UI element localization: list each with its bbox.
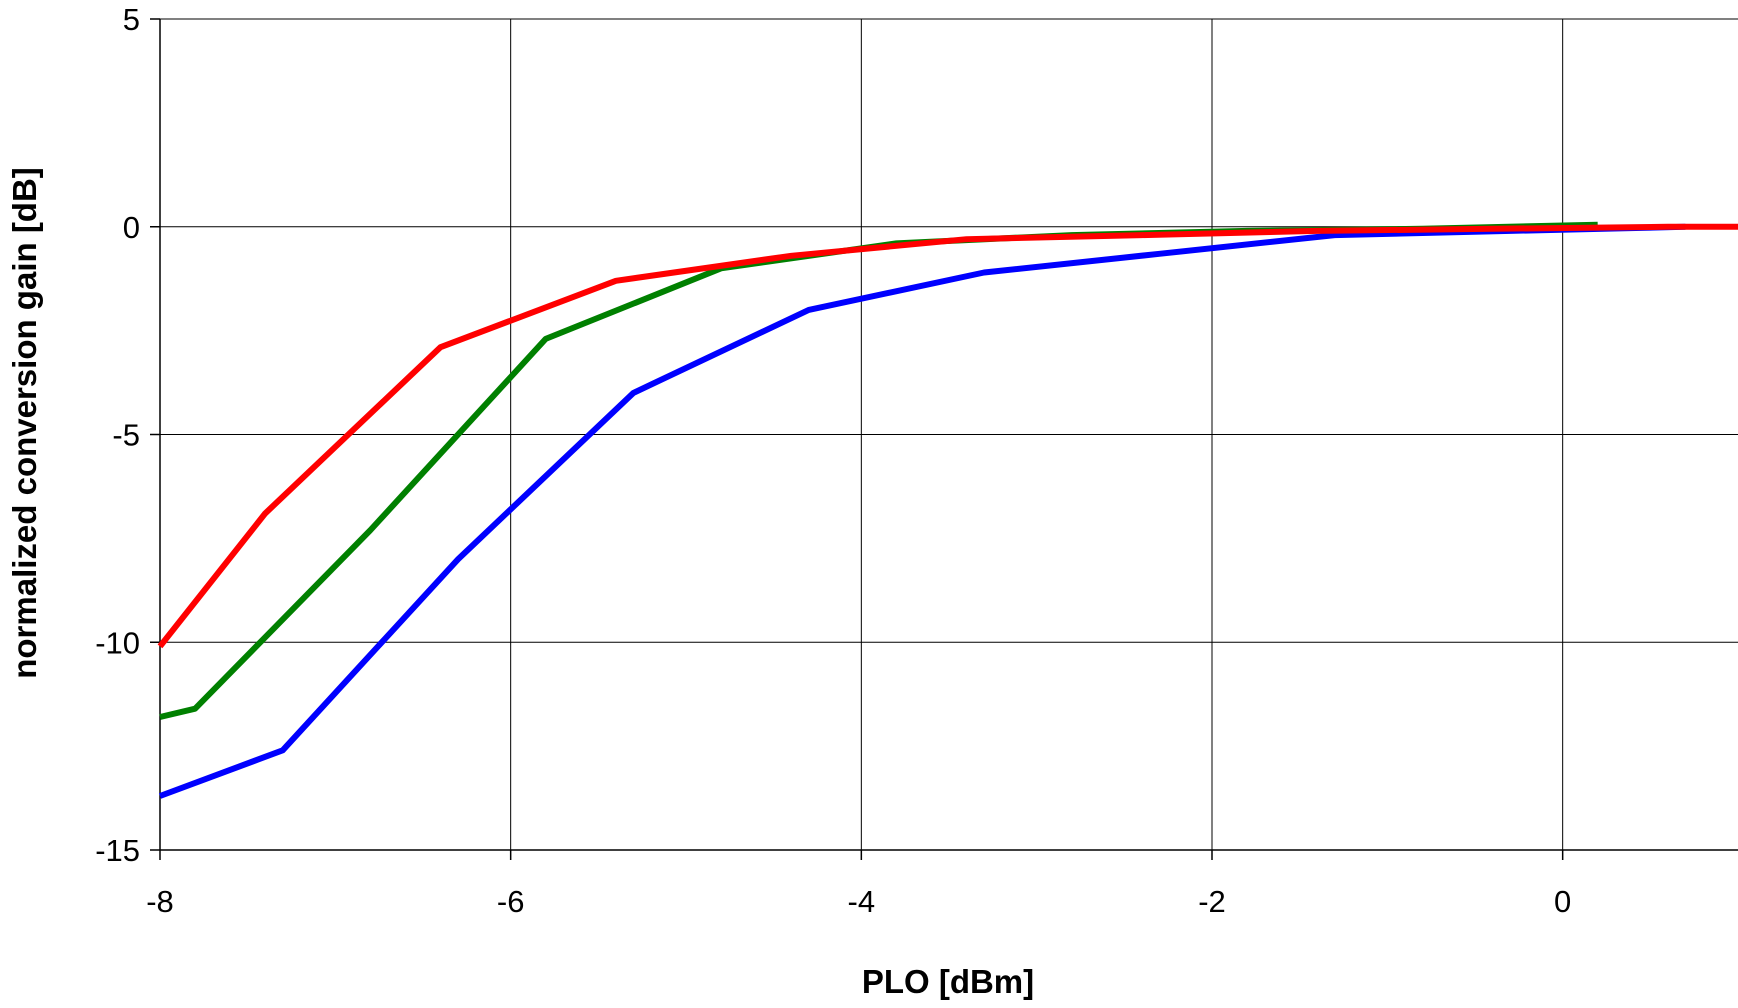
x-tick-label: -2 (1198, 884, 1226, 919)
series-line-2 (159, 221, 1598, 720)
y-axis-title: normalized conversion gain [dB] (6, 167, 43, 679)
y-tick-label: 5 (123, 2, 140, 37)
label-layer: 5 0 -5 -10 -15-8 -6 -4 -2 0 (95, 2, 1571, 919)
y-tick-label: -10 (95, 625, 140, 660)
x-tick-label: -4 (848, 884, 876, 919)
grid-layer (159, 18, 1738, 851)
series-layer (157, 221, 1738, 799)
axis-layer (150, 18, 1738, 860)
x-tick-label: 0 (1554, 884, 1571, 919)
x-tick-label: -8 (146, 884, 174, 919)
y-tick-label: 0 (123, 210, 140, 245)
series-line-1 (158, 223, 1686, 799)
x-axis-title: PLO [dBm] (862, 963, 1034, 1000)
y-tick-label: -5 (112, 418, 140, 453)
x-tick-label: -6 (497, 884, 525, 919)
y-tick-label: -15 (95, 833, 140, 868)
series-line-3 (157, 223, 1738, 649)
